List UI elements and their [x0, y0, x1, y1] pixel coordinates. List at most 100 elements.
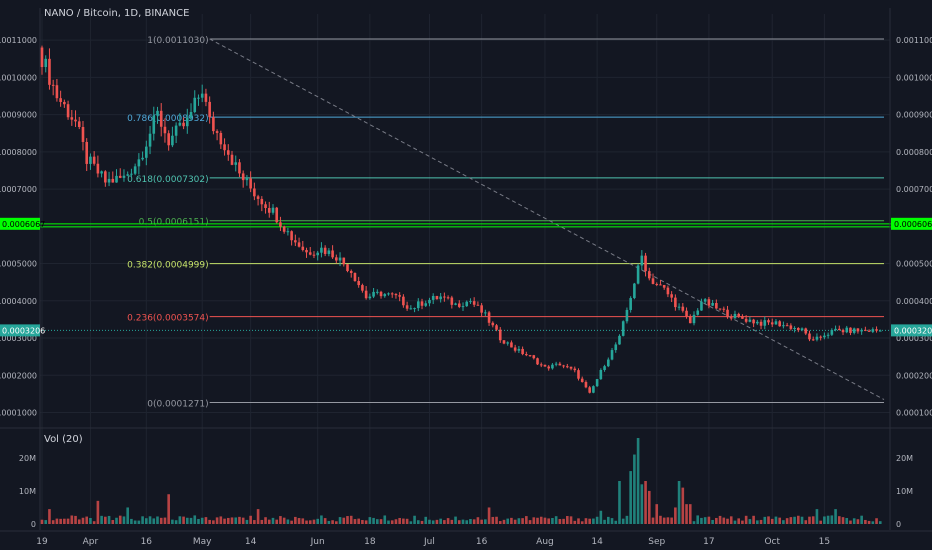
candle-body — [849, 327, 852, 333]
volume-bar — [767, 516, 770, 524]
candle-body — [681, 306, 685, 311]
volume-bar — [126, 507, 129, 524]
horizontal-lines[interactable] — [0, 223, 932, 334]
candle-body — [260, 198, 264, 205]
volume-bar — [797, 515, 800, 524]
volume-bar — [44, 520, 48, 524]
price-tick-left: 0.0011000 — [0, 36, 37, 45]
candle-body — [528, 355, 532, 357]
candle-body — [506, 342, 510, 344]
volume-bar — [696, 515, 700, 524]
candle-body — [614, 344, 618, 351]
volume-bar — [435, 519, 439, 524]
volume-bar — [554, 516, 558, 524]
volume-bar — [606, 516, 610, 524]
volume-bar — [185, 517, 189, 524]
time-tick-label: Sep — [648, 537, 665, 547]
volume-bar — [305, 520, 308, 524]
volume-bar — [569, 516, 573, 524]
grid-lines — [40, 14, 890, 524]
volume-tick-right: 0 — [896, 520, 901, 529]
candle-body — [346, 264, 349, 272]
volume-bar — [588, 518, 591, 524]
volume-bar — [40, 519, 44, 524]
candle-body — [320, 247, 323, 253]
candle-body — [368, 296, 372, 299]
candle-body — [797, 327, 800, 331]
volume-bar — [592, 518, 595, 524]
candle-body — [107, 178, 111, 183]
price-tick-right: 0.0005000 — [896, 260, 932, 269]
volume-bar — [346, 516, 349, 524]
volume-bar — [264, 517, 267, 524]
volume-bar — [55, 518, 59, 524]
candle-body — [700, 301, 703, 311]
volume-bar — [450, 519, 454, 524]
candle-body — [174, 125, 178, 136]
candle-body — [744, 318, 748, 322]
price-tick-right: 0.0008000 — [896, 148, 932, 157]
volume-bar — [85, 516, 89, 524]
candle-body — [416, 301, 420, 309]
candle-body — [85, 141, 89, 164]
candle-body — [711, 303, 714, 306]
volume-bar — [156, 516, 159, 524]
price-tick-right: 0.0007000 — [896, 185, 932, 194]
candle-body — [662, 285, 666, 288]
fib-level-label: 0.618(0.0007302) — [127, 175, 208, 185]
candle-body — [290, 231, 293, 241]
candle-body — [692, 314, 696, 324]
candle-body — [554, 363, 558, 365]
price-tick-right: 0.0002000 — [896, 371, 932, 380]
volume-bar — [174, 520, 178, 524]
candle-body — [878, 330, 882, 332]
trendline[interactable] — [209, 38, 885, 400]
candle-body — [66, 104, 70, 118]
volume-bar — [629, 471, 632, 524]
candle-body — [703, 299, 707, 302]
volume-bar — [122, 516, 126, 524]
candle-body — [722, 308, 726, 310]
volume-bar — [715, 517, 718, 524]
volume-bar — [566, 516, 569, 524]
candle-body — [409, 308, 413, 310]
candle-body — [159, 110, 163, 127]
candle-body — [502, 340, 506, 344]
volume-bar — [316, 518, 320, 524]
candle-body — [118, 175, 122, 178]
candle-body — [670, 294, 673, 298]
candle-body — [875, 329, 878, 331]
volume-bar — [469, 518, 472, 524]
volume-bar — [681, 487, 685, 524]
volume-bar — [688, 504, 692, 524]
volume-bar — [837, 516, 841, 524]
candle-body — [349, 271, 353, 273]
candle-body — [413, 308, 416, 310]
candle-body — [297, 242, 301, 247]
candle-body — [748, 319, 752, 322]
candle-body — [294, 240, 297, 243]
volume-bar — [335, 521, 338, 524]
candle-body — [815, 336, 819, 340]
candle-body — [63, 101, 66, 105]
fibonacci-retracement[interactable]: 1(0.0011030) 0.786(0.0008932) 0.618(0.0007… — [127, 36, 884, 410]
volume-bar — [167, 494, 170, 524]
candle-body — [301, 246, 305, 250]
candle-body — [171, 135, 174, 146]
volume-bar — [685, 504, 688, 524]
candle-body — [70, 117, 74, 120]
candle-body — [566, 366, 569, 368]
volume-bar — [800, 516, 804, 524]
candle-body — [372, 291, 375, 297]
candle-body — [830, 329, 834, 335]
candle-body — [398, 295, 401, 297]
candle-body — [785, 325, 789, 327]
volume-bar — [472, 519, 476, 524]
volume-bar — [834, 509, 837, 524]
volume-bar — [782, 520, 785, 524]
price-tick-left: 0.0004000 — [0, 297, 37, 306]
candle-body — [461, 306, 465, 308]
candle-body — [182, 122, 185, 127]
symbol-title[interactable]: NANO / Bitcoin, 1D, BINANCE — [44, 8, 190, 19]
